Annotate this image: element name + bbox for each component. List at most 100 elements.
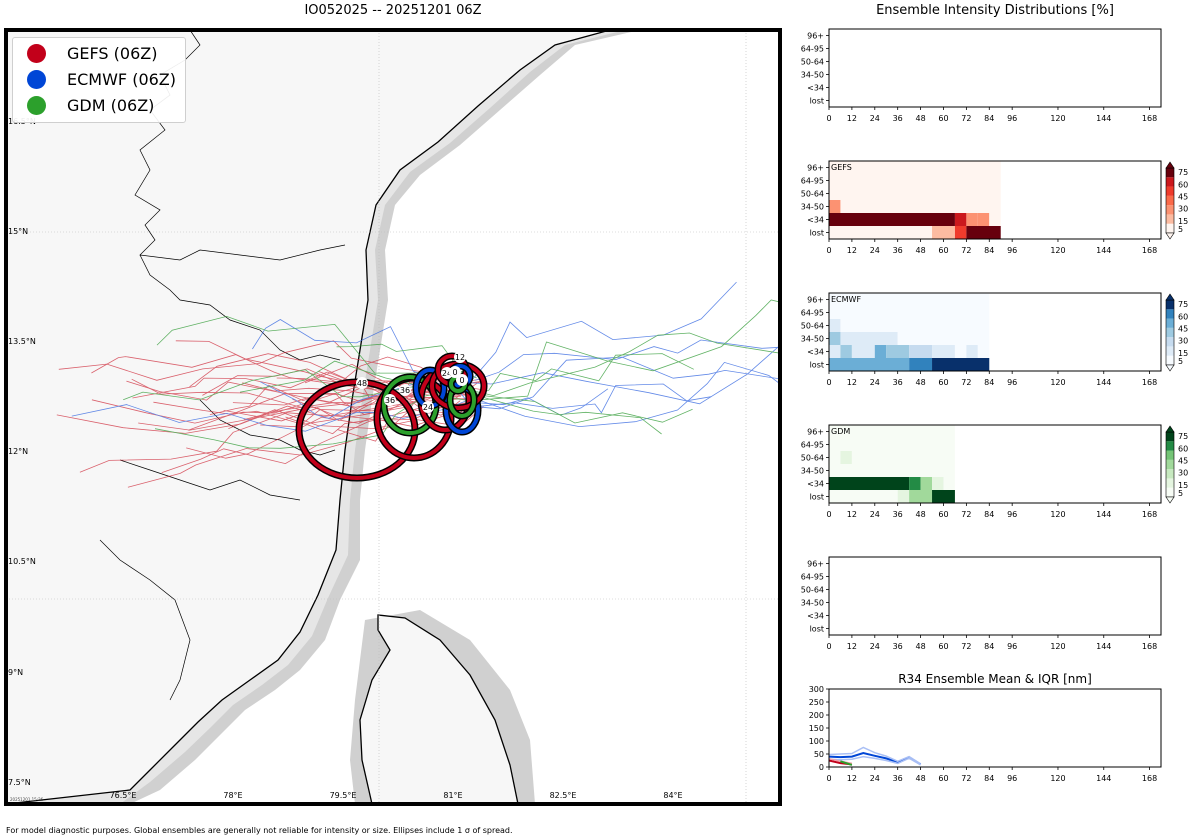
colorbar-swatch — [1166, 487, 1174, 497]
ellipse-label-bg — [454, 351, 466, 363]
panel-frame — [828, 292, 1162, 372]
heat-cell — [966, 213, 978, 226]
x-tick-label: 0 — [826, 642, 831, 651]
heat-cell — [829, 319, 841, 332]
heat-cell — [966, 226, 1001, 239]
heat-cell — [829, 464, 955, 477]
y-tick-label: 250 — [809, 698, 824, 707]
ellipse-hour-label: 36 — [385, 396, 395, 405]
y-tick-label: 300 — [809, 685, 824, 694]
lon-label: 79.5°E — [329, 791, 357, 800]
colorbar-tick-label: 75 — [1178, 432, 1188, 441]
heat-cell — [829, 425, 955, 438]
y-tick-label: 96+ — [807, 428, 824, 437]
colorbar-tick-label: 15 — [1178, 349, 1188, 358]
y-tick-label: 150 — [809, 724, 824, 733]
y-tick-label: 96+ — [807, 164, 824, 173]
x-tick-label: 0 — [826, 378, 831, 387]
x-tick-label: 72 — [961, 378, 971, 387]
y-tick-label: lost — [810, 97, 824, 106]
y-tick-label: 50-64 — [801, 586, 824, 595]
x-tick-label: 36 — [893, 378, 903, 387]
heat-cell — [909, 345, 933, 358]
x-tick-label: 168 — [1142, 642, 1157, 651]
lat-label: 10.5°N — [8, 557, 36, 566]
panel-frame — [828, 160, 1162, 240]
heat-cell — [840, 200, 1001, 213]
y-tick-label: lost — [810, 493, 824, 502]
x-tick-label: 0 — [826, 246, 831, 255]
colorbar-tick-label: 45 — [1178, 456, 1188, 465]
colorbar-extend-bottom — [1165, 364, 1175, 372]
heat-cell — [840, 332, 898, 345]
member-track — [478, 394, 693, 424]
heat-cell — [829, 174, 1001, 187]
member-track — [466, 353, 694, 399]
colorbar-swatch — [1166, 195, 1174, 206]
panel-title: ECMWF — [831, 295, 861, 304]
heat-cell — [886, 345, 910, 358]
heat-cell — [932, 490, 955, 503]
lat-label: 7.5°N — [8, 778, 31, 787]
member-track — [464, 299, 780, 402]
colorbar-tick-label: 60 — [1178, 180, 1188, 189]
member-track — [154, 387, 464, 449]
y-tick-label: 50-64 — [801, 190, 824, 199]
x-tick-label: 168 — [1142, 246, 1157, 255]
lat-label: 12°N — [8, 447, 29, 456]
member-track — [481, 361, 780, 428]
x-tick-label: 168 — [1142, 114, 1157, 123]
ellipse-label-bg — [456, 374, 468, 386]
ellipse-label-bg — [399, 384, 411, 396]
heat-cell — [920, 477, 933, 490]
lon-label: 76.5°E — [109, 791, 137, 800]
x-tick-label: 24 — [870, 378, 880, 387]
gefs-marker-icon — [27, 43, 46, 63]
x-tick-label: 12 — [847, 642, 857, 651]
x-tick-label: 12 — [847, 510, 857, 519]
panel-frame — [828, 688, 1162, 768]
panel-gefs: 96+ 64-95 50-64 34-50 <34 lost GEFS 515 30 45 60 75… — [801, 160, 1188, 255]
state-borders — [99, 30, 346, 701]
lon-label: 82.5°E — [549, 791, 577, 800]
heat-cell — [977, 213, 990, 226]
y-tick-label: 96+ — [807, 560, 824, 569]
x-tick-label: 60 — [938, 642, 948, 651]
x-tick-label: 96 — [1007, 246, 1017, 255]
colorbar-swatch — [1166, 205, 1174, 215]
heat-cell — [932, 358, 990, 371]
y-tick-label: 64-95 — [801, 177, 824, 186]
y-tick-label: lost — [810, 361, 824, 370]
y-tick-label: 64-95 — [801, 309, 824, 318]
x-tick-label: 72 — [961, 774, 971, 783]
x-tick-label: 72 — [961, 246, 971, 255]
colorbar-swatch — [1166, 337, 1174, 347]
x-tick-label: 168 — [1142, 510, 1157, 519]
colorbar-swatch — [1166, 300, 1174, 310]
member-track — [456, 344, 780, 405]
r34-series-gdm-mean — [840, 760, 853, 766]
y-tick-label: 64-95 — [801, 45, 824, 54]
r34-series-ecmwf-iqr-lower — [828, 755, 921, 766]
colorbar-swatch — [1166, 214, 1174, 224]
ellipse-hour-label: 0 — [459, 376, 464, 385]
heat-cell — [829, 226, 933, 239]
y-tick-label: 200 — [809, 711, 824, 720]
y-tick-label: 64-95 — [801, 573, 824, 582]
x-tick-label: 84 — [984, 114, 994, 123]
panel-title: GEFS — [831, 163, 852, 172]
x-tick-label: 48 — [915, 378, 925, 387]
colorbar-tick-label: 75 — [1178, 168, 1188, 177]
heat-cell — [829, 332, 841, 345]
colorbar-tick-label: 30 — [1178, 205, 1188, 214]
colorbar-tick-label: 30 — [1178, 469, 1188, 478]
map-title: IO052025 -- 20251201 06Z — [304, 3, 482, 18]
y-tick-label: <34 — [807, 84, 824, 93]
srilanka-land — [359, 614, 519, 804]
ellipse-hour-label: 24 — [442, 369, 452, 378]
colorbar-tick-label: 60 — [1178, 444, 1188, 453]
heat-cell — [829, 213, 955, 226]
ellipse-hour-label: 24 — [423, 403, 433, 412]
x-tick-label: 0 — [826, 510, 831, 519]
